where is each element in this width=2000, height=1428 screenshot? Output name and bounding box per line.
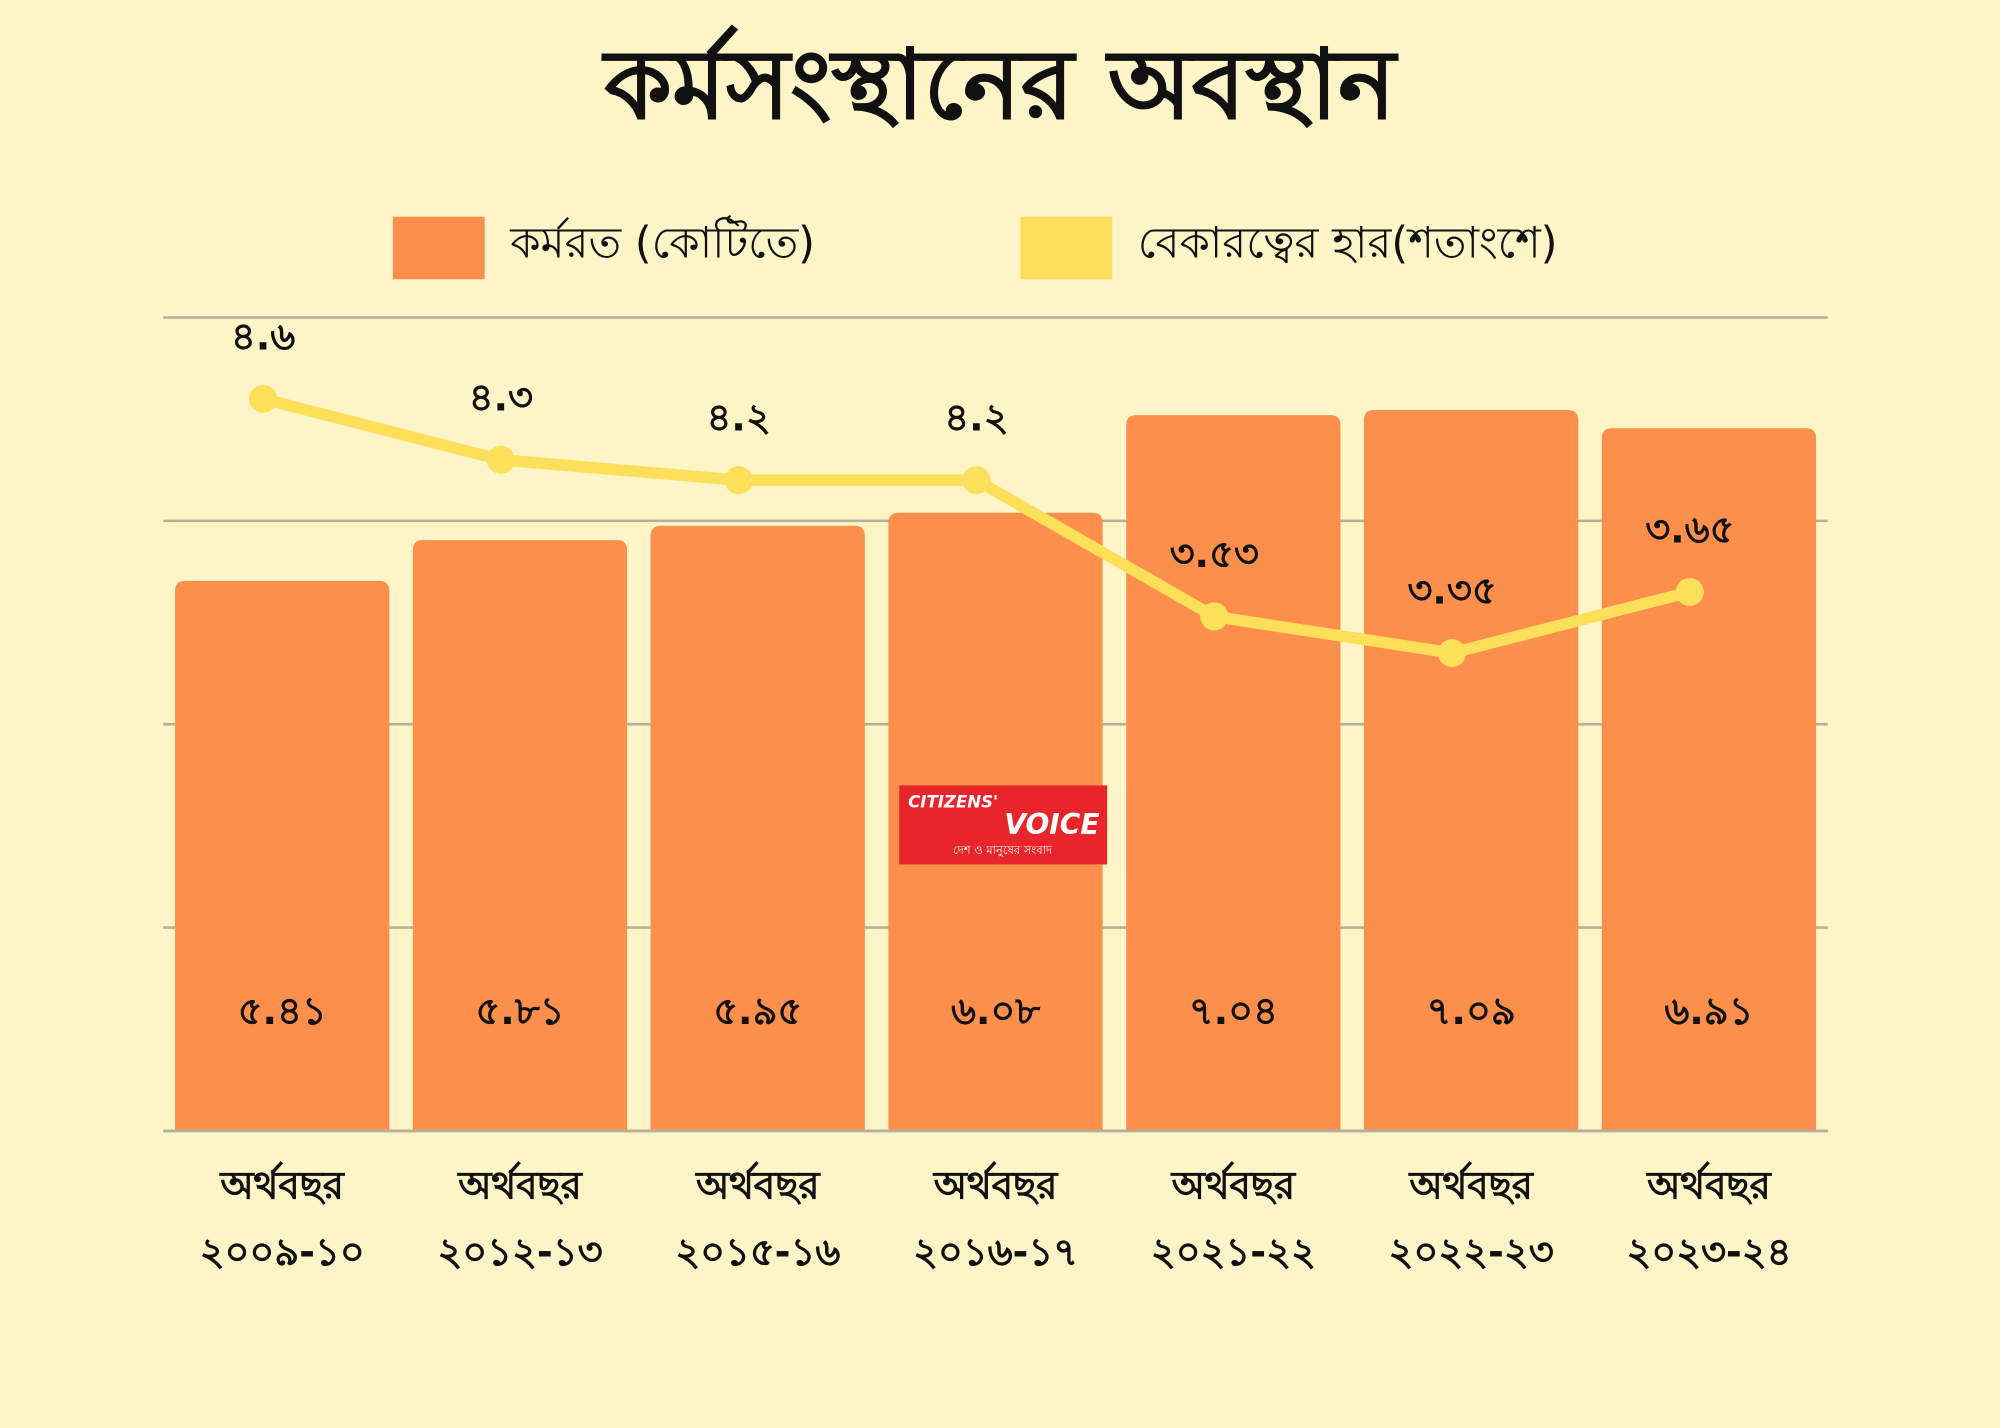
bar — [412, 540, 628, 1131]
bar-value-label: ৫.৮১ — [475, 989, 564, 1034]
x-tick-label-box: অর্থবছর ২০১৬-১৭ — [912, 1164, 1079, 1275]
line-value-label: ৩.৬৫ — [1645, 508, 1734, 553]
x-tick-label: অর্থবছর ২০০৯-১০ — [199, 1164, 365, 1275]
line-value-label: ৪.৩ — [469, 375, 533, 420]
x-tick-label-box: অর্থবছর ২০১৫-১৬ — [675, 1164, 841, 1275]
line-value-label: ৪.৬ — [231, 314, 295, 359]
bar-value-label: ৬.০৮ — [951, 989, 1040, 1034]
chart-title: কর্মসংস্থানের অবস্থান — [601, 24, 1399, 141]
bar-value-label: ৬.৯১ — [1664, 989, 1753, 1034]
line-value-label: ৪.২ — [706, 396, 770, 441]
x-tick-label-box: অর্থবছর ২০২৩-২৪ — [1626, 1164, 1792, 1275]
x-tick-label: অর্থবছর ২০১৬-১৭ — [912, 1164, 1079, 1275]
legend-label: কর্মরত (কোটিতে) — [509, 216, 815, 269]
line-point — [248, 384, 278, 413]
x-tick-label-box: অর্থবছর ২০১২-১৩ — [437, 1164, 603, 1275]
bar-value-label: ৫.৪১ — [238, 989, 327, 1034]
line-value-label: ৩.৫৩ — [1170, 532, 1259, 577]
logo-brand-bottom: VOICE — [1004, 808, 1099, 841]
legend-swatch — [1020, 216, 1113, 280]
x-tick-label: অর্থবছর ২০১৫-১৬ — [675, 1164, 841, 1275]
bar-value-label: ৫.৯৫ — [713, 989, 802, 1034]
legend-swatch — [392, 216, 485, 280]
line-point — [1200, 602, 1229, 631]
x-tick-label: অর্থবছর ২০২৩-২৪ — [1626, 1164, 1792, 1275]
line-point — [1437, 638, 1467, 668]
x-tick-label: অর্থবছর ২০২১-২২ — [1150, 1164, 1316, 1275]
line-value-label: ৪.২ — [944, 396, 1008, 441]
line-point — [724, 466, 753, 495]
x-tick-label-box: অর্থবছর ২০২১-২২ — [1150, 1164, 1316, 1275]
logo: CITIZENS' VOICE দেশ ও মানুষের সংবাদ — [899, 785, 1108, 865]
line-point — [486, 445, 515, 474]
logo-tagline: দেশ ও মানুষের সংবাদ — [953, 843, 1052, 857]
bar — [1363, 410, 1579, 1131]
logo-background — [899, 785, 1108, 865]
line-point — [962, 466, 991, 495]
line-value-label: ৩.৩৫ — [1407, 569, 1496, 614]
bar-value-label: ৭.০৯ — [1427, 989, 1516, 1034]
x-tick-label-box: অর্থবছর ২০২২-২৩ — [1388, 1164, 1554, 1275]
line-point — [1675, 577, 1704, 607]
bar — [650, 525, 865, 1131]
x-tick-label-box: অর্থবছর ২০০৯-১০ — [199, 1164, 365, 1275]
legend-label: বেকারত্বের হার(শতাংশে) — [1138, 219, 1558, 269]
x-tick-label: অর্থবছর ২০২২-২৩ — [1388, 1164, 1554, 1275]
logo-brand-top: CITIZENS' — [908, 793, 998, 812]
bar-value-label: ৭.০৪ — [1189, 989, 1278, 1034]
x-tick-label: অর্থবছর ২০১২-১৩ — [437, 1164, 603, 1275]
bar — [175, 580, 390, 1131]
